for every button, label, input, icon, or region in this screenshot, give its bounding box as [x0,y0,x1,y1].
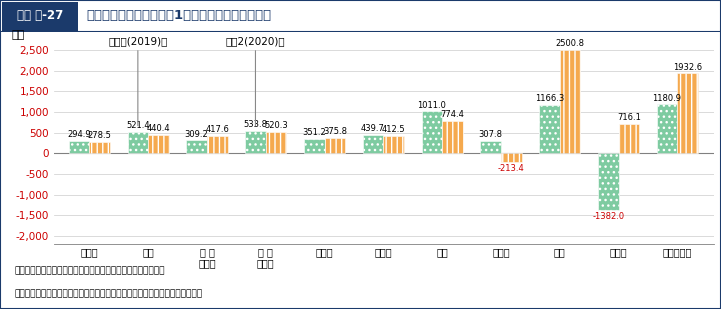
Text: 439.7: 439.7 [361,124,385,133]
Text: 521.4: 521.4 [126,121,150,130]
Text: 令和元(2019)年: 令和元(2019)年 [108,37,167,47]
Text: 万円: 万円 [12,30,25,40]
Text: 資料：農林水産省「農業経営統計調査　営農類型別経営統計」: 資料：農林水産省「農業経営統計調査 営農類型別経営統計」 [14,266,165,275]
Bar [324,138,345,153]
Bar [186,141,207,153]
Text: 375.8: 375.8 [323,127,347,136]
Text: -1382.0: -1382.0 [592,212,624,221]
Text: 412.5: 412.5 [382,125,405,134]
Bar [619,124,639,153]
Text: 令和2(2020)年: 令和2(2020)年 [226,37,286,47]
Text: 1166.3: 1166.3 [535,94,564,103]
Text: -213.4: -213.4 [498,164,525,173]
Bar [657,104,677,153]
Text: 278.5: 278.5 [88,131,112,140]
Bar [89,142,110,153]
Bar [598,153,619,210]
Bar [442,121,463,153]
Bar [128,132,148,153]
Bar [148,135,169,153]
Text: 774.4: 774.4 [441,110,464,119]
Bar [501,153,521,162]
Bar [539,105,559,153]
Text: 2500.8: 2500.8 [555,39,585,48]
Bar [384,136,404,153]
Bar [68,141,89,153]
Text: 注：酪農、肥育牛、養豚、採卵鶏、ブロイラーは、全農業経営体の農業所得: 注：酪農、肥育牛、養豚、採卵鶏、ブロイラーは、全農業経営体の農業所得 [14,290,203,298]
Text: 図表 特-27: 図表 特-27 [17,9,63,22]
Text: 351.2: 351.2 [302,128,326,137]
Text: 520.3: 520.3 [264,121,288,130]
Text: 716.1: 716.1 [617,113,641,122]
Bar [363,135,384,153]
Text: 440.4: 440.4 [146,124,170,133]
Text: 1011.0: 1011.0 [417,101,446,110]
Bar [245,131,266,153]
Bar [207,136,228,153]
Text: 営農類型別の主業経営体1経営体当たりの農業所得: 営農類型別の主業経営体1経営体当たりの農業所得 [87,9,272,22]
Bar [422,112,442,153]
Text: 1932.6: 1932.6 [673,62,702,72]
Bar [480,141,501,153]
Text: 294.9: 294.9 [67,130,91,139]
Text: 417.6: 417.6 [205,125,229,134]
Bar [304,139,324,153]
Text: 1180.9: 1180.9 [653,94,681,103]
Bar [559,50,580,153]
Bar [2,2,78,31]
Text: 533.8: 533.8 [244,120,267,129]
Bar [266,132,286,153]
Bar [677,74,698,153]
Text: 307.8: 307.8 [479,130,503,139]
Text: 309.2: 309.2 [185,129,208,139]
